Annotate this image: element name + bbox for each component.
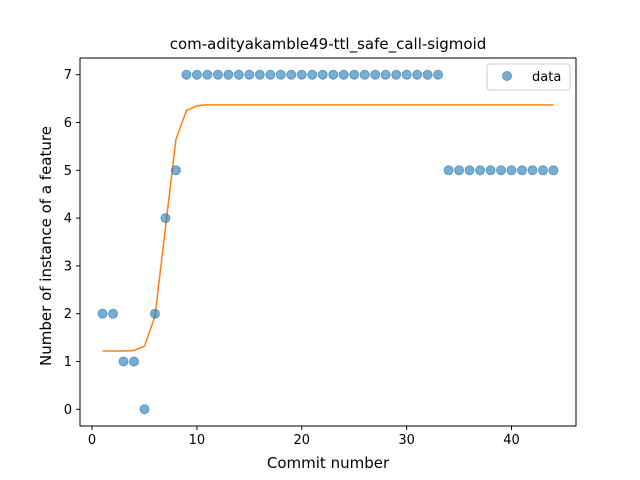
data-point [296,69,307,80]
y-axis-ticks: 0 1 2 3 4 5 6 7 [64,68,80,418]
data-point [223,69,234,80]
data-point [391,69,402,80]
data-point [527,165,538,176]
data-point [443,165,454,176]
data-point [328,69,339,80]
x-tick-label: 0 [88,433,96,448]
data-point [317,69,328,80]
x-axis-ticks: 0 10 20 30 40 [88,426,520,448]
data-point [254,69,265,80]
x-tick-label: 30 [398,433,415,448]
x-tick-label: 40 [503,433,520,448]
legend-marker [502,71,512,81]
y-tick-label: 7 [64,68,72,83]
y-axis-title: Number of instance of a feature [37,126,55,366]
y-tick-label: 2 [64,307,72,322]
data-point [475,165,486,176]
data-point [160,213,171,224]
data-point [129,356,139,367]
legend-box [486,63,571,91]
data-point [170,165,181,176]
data-point [139,404,150,415]
data-point [464,165,475,176]
data-point [244,69,255,80]
data-point [338,69,349,80]
data-point [212,69,223,80]
x-axis-title: Commit number [267,454,390,472]
data-point [202,69,213,80]
plot-marks [97,69,559,415]
legend: data [486,63,571,91]
data-point [506,165,517,176]
data-point [548,165,559,176]
data-point [191,69,202,80]
chart-title: com-adityakamble49-ttl_safe_call-sigmoid [170,35,487,54]
y-tick-label: 5 [64,164,72,179]
data-point [433,69,444,80]
plot-frame [79,57,577,427]
y-tick-label: 1 [64,355,72,370]
data-point [233,69,244,80]
legend-label: data [532,70,561,85]
data-point [349,69,360,80]
data-point [485,165,496,176]
sigmoid-fit-line [102,104,554,352]
data-point [380,69,391,80]
y-tick-label: 4 [64,212,72,227]
data-point [307,69,318,80]
data-point [537,165,548,176]
data-point [286,69,297,80]
data-point [118,356,129,367]
data-point [97,308,108,319]
data-point [454,165,465,176]
data-point [517,165,527,176]
y-tick-label: 3 [64,259,72,274]
data-point [370,69,381,80]
data-point [149,308,160,319]
data-point [422,69,433,80]
data-point [275,69,286,80]
data-point [496,165,507,176]
data-point [265,69,276,80]
data-point [181,69,192,80]
data-point [108,308,119,319]
data-point [412,69,423,80]
y-tick-label: 0 [64,403,72,418]
x-tick-label: 20 [294,433,311,448]
data-point [359,69,370,80]
y-tick-label: 6 [64,116,72,131]
x-tick-label: 10 [189,433,206,448]
data-point [401,69,412,80]
